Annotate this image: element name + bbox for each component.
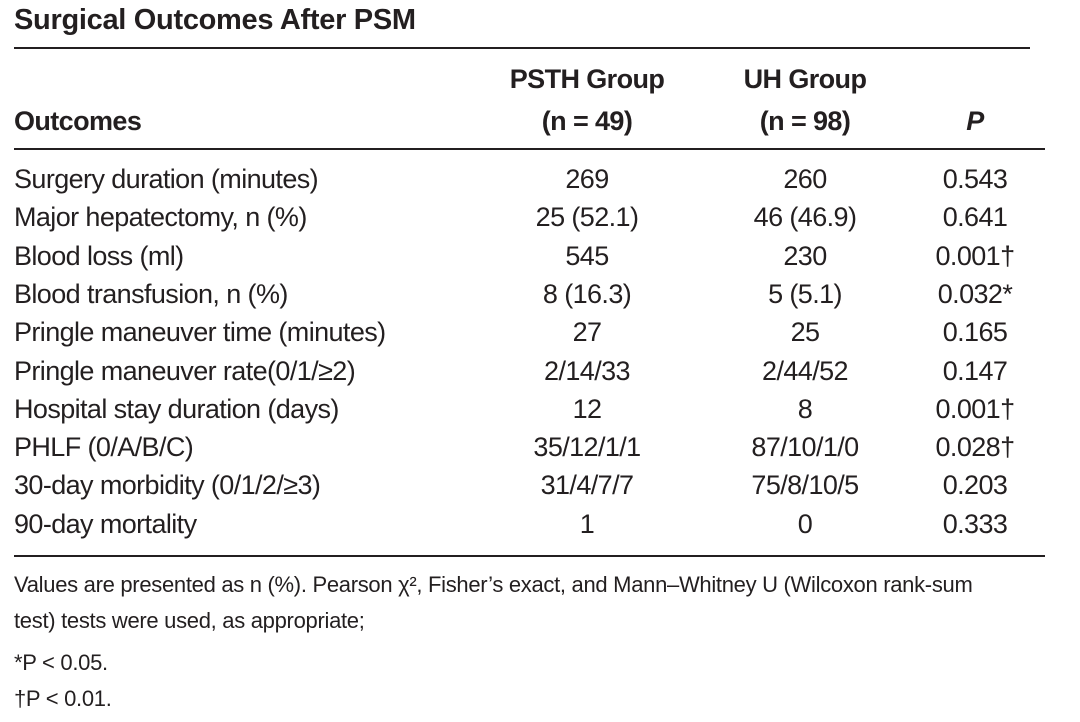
row-label: 30-day morbidity (0/1/2/≥3) bbox=[14, 470, 321, 501]
row-label: Pringle maneuver time (minutes) bbox=[14, 317, 386, 348]
table-cell: 269 bbox=[565, 164, 609, 194]
table-cell: 27 bbox=[572, 317, 602, 348]
header-cell: (n = 49) bbox=[541, 106, 633, 136]
table-cell: 2/14/33 bbox=[544, 355, 630, 386]
title-rule bbox=[14, 47, 1030, 49]
table-cell: 0.543 bbox=[942, 164, 1008, 194]
table-cell: 0 bbox=[797, 508, 813, 539]
table-cell: 1 bbox=[579, 508, 595, 539]
footnote: *P < 0.05. bbox=[14, 650, 108, 675]
row-label: Surgery duration (minutes) bbox=[14, 164, 319, 194]
table-cell: 46 (46.9) bbox=[753, 202, 857, 233]
table-cell: 0.028† bbox=[935, 432, 1016, 463]
table-cell: 2/44/52 bbox=[762, 355, 848, 386]
header-cell: PSTH Group bbox=[509, 64, 665, 94]
table-cell: 230 bbox=[783, 240, 827, 271]
row-label: PHLF (0/A/B/C) bbox=[14, 432, 194, 463]
footnote: Values are presented as n (%). Pearson χ… bbox=[14, 572, 973, 633]
table-cell: 0.001† bbox=[935, 393, 1016, 424]
footnote: †P < 0.01. bbox=[14, 686, 112, 711]
row-label: Hospital stay duration (days) bbox=[14, 393, 339, 424]
row-label: Blood loss (ml) bbox=[14, 240, 184, 271]
header-cell: Outcomes bbox=[14, 106, 142, 136]
table-cell: 25 (52.1) bbox=[535, 202, 639, 233]
table-cell: 75/8/10/5 bbox=[751, 470, 859, 501]
table-cell: 12 bbox=[572, 393, 602, 424]
table-cell: 0.203 bbox=[942, 470, 1008, 501]
table-cell: 260 bbox=[783, 164, 827, 194]
header-cell: (n = 98) bbox=[759, 106, 851, 136]
table-cell: 35/12/1/1 bbox=[533, 432, 641, 463]
bottom-rule bbox=[14, 555, 1045, 557]
table-cell: 545 bbox=[565, 240, 609, 271]
table-cell: 0.641 bbox=[942, 202, 1008, 233]
table-cell: 0.147 bbox=[942, 355, 1008, 386]
header-cell: P bbox=[966, 106, 984, 136]
table-cell: 8 bbox=[797, 393, 813, 424]
table-cell: 0.165 bbox=[942, 317, 1008, 348]
table-cell: 87/10/1/0 bbox=[751, 432, 859, 463]
table-cell: 0.001† bbox=[935, 240, 1016, 271]
table-cell: 0.032* bbox=[937, 278, 1013, 309]
table-cell: 8 (16.3) bbox=[542, 278, 632, 309]
row-label: Major hepatectomy, n (%) bbox=[14, 202, 307, 233]
table-cell: 25 bbox=[790, 317, 820, 348]
table-cell: 5 (5.1) bbox=[768, 278, 842, 309]
table-cell: 0.333 bbox=[942, 508, 1008, 539]
header-rule bbox=[14, 148, 1045, 150]
row-label: 90-day mortality bbox=[14, 508, 197, 539]
row-label: Pringle maneuver rate(0/1/≥2) bbox=[14, 355, 356, 386]
table-title: Surgical Outcomes After PSM bbox=[14, 4, 416, 36]
header-cell: UH Group bbox=[743, 64, 867, 94]
row-label: Blood transfusion, n (%) bbox=[14, 278, 288, 309]
table-cell: 31/4/7/7 bbox=[540, 470, 634, 501]
